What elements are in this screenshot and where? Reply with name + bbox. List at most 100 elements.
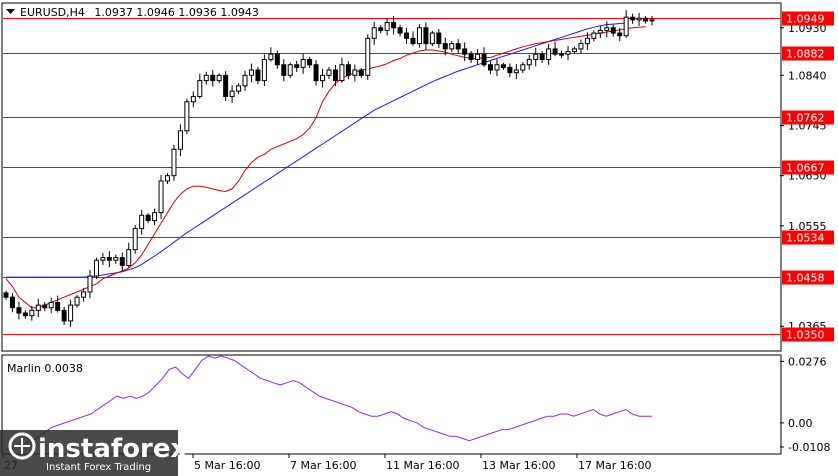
candle-body-down [462,48,468,55]
candle [223,71,229,101]
candle [643,16,649,24]
level-lines [3,18,780,335]
time-tick-label: 7 Mar 16:00 [290,459,356,472]
candle-body-down [345,64,351,76]
candle-body-up [236,85,242,92]
instaforex-logo: instaforex Instant Forex Trading [0,430,188,476]
candle [9,293,15,313]
candle [378,25,384,34]
marlin-line [5,355,652,451]
candle-body-up [578,43,584,50]
logo-brand: instaforex [38,434,188,464]
candle [81,287,87,302]
candle [481,47,487,67]
candle-body-down [61,309,67,322]
candle [216,73,222,84]
ma-slow-line [6,22,627,278]
candle [578,39,584,54]
candle-body-down [55,301,61,311]
candle-body-up [139,214,145,230]
candle-body-up [242,74,248,87]
candle-body-down [42,304,48,309]
candle [184,98,190,135]
candle [488,61,493,75]
candle-body-down [410,37,416,45]
candle [48,297,54,314]
candle [604,21,610,38]
candle [520,62,526,74]
candle [190,91,196,108]
candle-body-down [404,32,410,39]
candle-body-down [552,48,558,55]
candle [287,62,293,78]
candle [610,24,616,37]
candle-body-up [475,53,481,60]
candle-body-down [617,32,623,37]
level-price-tag [782,270,834,285]
candle-body-up [100,257,106,261]
candle-body-up [197,80,203,97]
candle [145,213,151,224]
candle [416,24,422,48]
candle-body-up [184,101,190,132]
candle [371,21,377,45]
ma-fast-line [5,26,646,309]
candlesticks [3,10,655,327]
candle-body-up [229,90,235,97]
level-price-tag [782,327,834,342]
candle-body-up [533,53,539,60]
candle-body-up [636,17,642,21]
candle [268,47,274,62]
candle [93,257,99,280]
candle-body-up [449,43,455,50]
candle-body-up [384,21,390,31]
candle [513,64,519,80]
candle [449,41,455,52]
candle-body-down [22,312,28,317]
candle-body-up [371,27,377,39]
candle-body-up [649,19,655,22]
candle-body-down [436,32,442,45]
logo-tagline: Instant Forex Trading [46,462,151,473]
candle-body-down [539,53,545,60]
candle [242,70,248,91]
candle [294,60,300,72]
candle [539,51,545,64]
symbol-menu-triangle-icon[interactable] [6,9,15,14]
candle [630,13,636,24]
candle-body-down [468,53,474,60]
candle-body-down [442,43,448,50]
candle-body-down [455,43,461,50]
candle-body-down [378,27,384,31]
candle [429,30,435,47]
candle-body-up [68,304,74,322]
candle [455,39,461,54]
level-price-tag [782,46,834,61]
candle [320,68,326,88]
candle [345,61,351,80]
osc-tick-label: -0.0108 [788,441,830,454]
candle [165,173,170,185]
candle [177,124,183,157]
candle [100,253,106,266]
osc-tick-label: 0.00 [788,417,813,430]
candle [365,34,371,80]
candle [326,66,332,79]
candle [636,12,642,26]
level-price-tag [782,230,834,245]
marlin-oscillator: 0.0276 0.00 -0.0108 [5,355,830,454]
time-tick-label: 13 Mar 16:00 [482,459,555,472]
candle-body-up [526,58,532,66]
level-price-tag-label: 1.0458 [786,272,825,285]
candle-body-up [35,304,41,311]
candle-body-up [171,148,177,177]
price-panel-frame [1,2,782,352]
price-tick-label: 1.0840 [788,69,827,82]
price-tick-label: 1.0555 [788,220,827,233]
candle [158,175,164,220]
candle-body-up [565,51,571,55]
ohlc-values: 1.0937 1.0946 1.0936 1.0943 [94,6,258,19]
candle-body-up [126,249,132,266]
